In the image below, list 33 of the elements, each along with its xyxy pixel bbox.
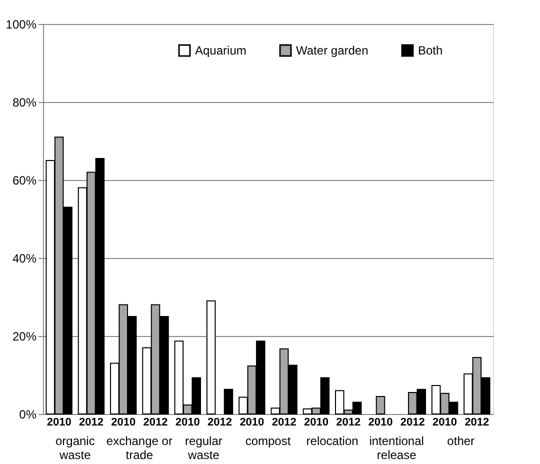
text: intentional release <box>369 434 424 462</box>
bar <box>376 396 386 414</box>
text: relocation <box>306 434 358 448</box>
x-tick-label: 2012 <box>78 416 104 428</box>
text: organic waste <box>55 434 95 462</box>
x-tick-label: 2010 <box>240 416 264 428</box>
text: regular waste <box>185 434 222 462</box>
x-tick-label: 2010 <box>432 416 458 428</box>
x-tick-label: 2010 <box>368 416 393 428</box>
y-tick-label: 80% <box>12 96 37 110</box>
legend-label: Both <box>418 44 443 58</box>
y-tick-label: 100% <box>6 18 37 32</box>
text: exchange or trade <box>106 434 172 462</box>
y-tick-label: 0% <box>19 408 37 422</box>
bar <box>224 388 234 414</box>
x-tick-label: 2010 <box>304 416 328 428</box>
x-tick-label: 2012 <box>464 416 490 428</box>
x-tick-label: 2010 <box>46 416 72 428</box>
x-tick-label: 2012 <box>272 416 296 428</box>
text: other <box>447 434 475 448</box>
bar <box>206 300 216 414</box>
y-tick-label: 40% <box>12 252 37 266</box>
x-tick-label: 2012 <box>208 416 232 428</box>
x-tick-label: 2012 <box>400 416 425 428</box>
x-tick-label: 2010 <box>175 416 200 428</box>
legend-label: Water garden <box>296 44 368 58</box>
text: compost <box>245 434 292 448</box>
x-tick-label: 2010 <box>111 416 136 428</box>
y-tick-label: 20% <box>12 330 37 344</box>
x-tick-label: 2012 <box>143 416 168 428</box>
legend-label: Aquarium <box>195 44 246 58</box>
x-tick-label: 2012 <box>336 416 361 428</box>
y-tick-label: 60% <box>12 174 37 188</box>
